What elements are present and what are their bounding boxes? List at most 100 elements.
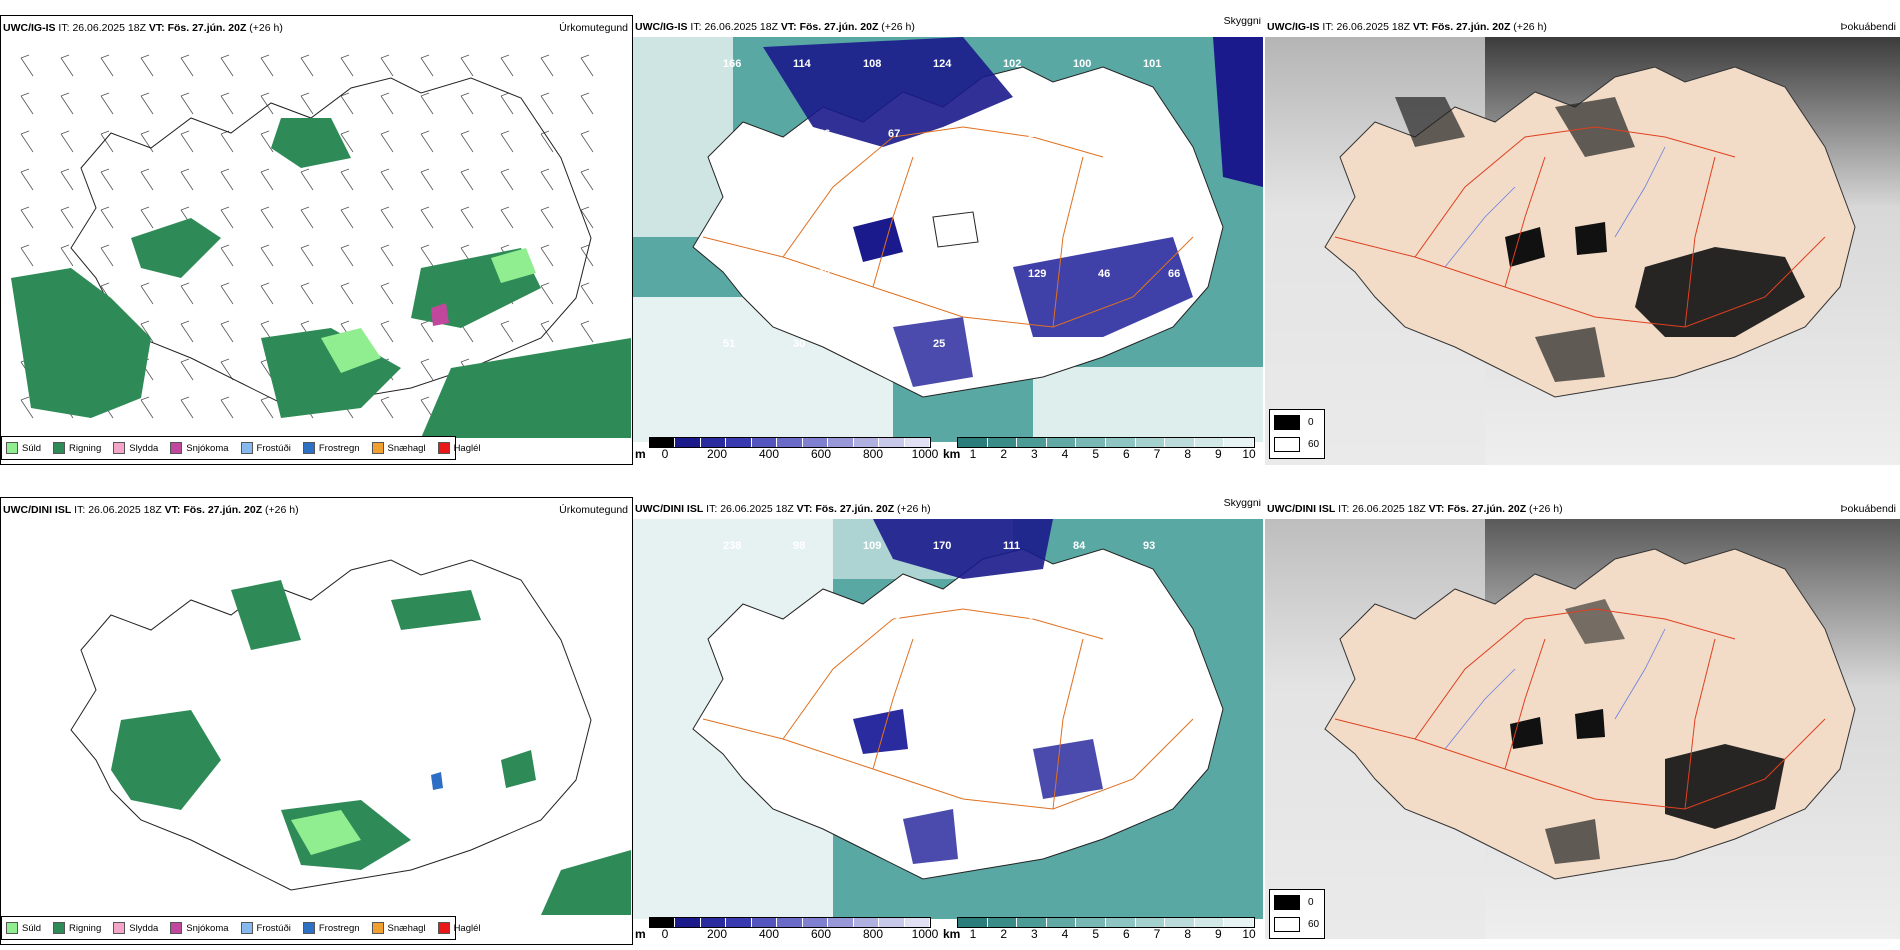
wind-barb: [140, 282, 154, 305]
cloud-base-label: 53: [863, 198, 875, 210]
wind-barb: [180, 54, 194, 77]
wind-barb: [420, 130, 434, 153]
fog-legend-value: 0: [1308, 416, 1314, 428]
legend-swatch: [437, 922, 450, 934]
cloud-base-label: 35: [1003, 198, 1015, 210]
wind-barb: [20, 54, 34, 77]
colorbar-tick: 800: [862, 927, 884, 941]
colorbar-tick: 9: [1214, 447, 1222, 461]
colorbar-strip: [649, 917, 931, 928]
cloud-base-label: 32: [1073, 680, 1085, 692]
wind-barb: [540, 130, 554, 153]
legend-label: Slydda: [129, 922, 159, 934]
colorbar-tick: 2: [1000, 927, 1007, 941]
wind-barb: [260, 282, 274, 305]
wind-barb: [420, 168, 434, 191]
wind-barb: [260, 244, 274, 267]
wind-barb: [180, 168, 194, 191]
cloud-base-label: 101: [1028, 128, 1046, 140]
precip-legend-item: Slydda: [113, 922, 158, 934]
colorbar-tick: 7: [1153, 927, 1161, 941]
cloud-base-label: 46: [1098, 268, 1110, 280]
precip-legend-item: Frostúði: [240, 442, 291, 454]
legend-label: Rigning: [69, 922, 102, 934]
legend-label: Frostúði: [256, 922, 291, 934]
model-name: UWC/DINI ISL: [635, 503, 704, 515]
wind-barb: [500, 168, 514, 191]
iceland-visibility-map: 238 98 109 170 111 84 93 84 96 43 65 66 56 78 52 80 99 39…: [633, 519, 1224, 919]
legend-swatch: [437, 442, 450, 454]
wind-barb: [340, 168, 354, 191]
fog-legend: 0 60: [1269, 889, 1325, 939]
cloud-base-label: 52: [723, 680, 735, 692]
cloud-base-label: 111: [1003, 540, 1020, 552]
wind-barb: [20, 130, 34, 153]
vt-value: Fös. 27.jún. 20Z: [799, 21, 879, 33]
it-value: 26.06.2025 18Z: [88, 504, 162, 516]
wind-barb: [300, 244, 314, 267]
colorbar-tick: 6: [1122, 927, 1130, 941]
fog-legend-item: 60: [1270, 434, 1324, 454]
cloud-base-colorbar: m 0 200 400 600 800 1000: [635, 915, 938, 941]
wind-barb: [380, 244, 394, 267]
colorbar-tick: 4: [1061, 447, 1069, 461]
wind-barb: [180, 282, 194, 305]
wind-barb: [380, 54, 394, 77]
panel-title: Úrkomutegund: [559, 504, 628, 516]
wind-barb: [580, 54, 594, 77]
wind-barb: [60, 54, 74, 77]
colorbar-tick: 4: [1061, 927, 1069, 941]
lead-time: (+26 h): [1529, 503, 1563, 515]
wind-barb: [540, 244, 554, 267]
wind-barb: [100, 206, 114, 229]
cloud-base-label: 52: [818, 268, 830, 280]
colorbar-tick: 1000: [911, 927, 939, 941]
legend-swatch: [113, 442, 126, 454]
colorbar-tick: 5: [1092, 927, 1099, 941]
precip-legend-item: Frostregn: [302, 442, 360, 454]
wind-barb: [300, 92, 314, 115]
wind-barb: [220, 358, 234, 381]
colorbar-unit: m: [635, 447, 646, 461]
colorbar-unit: km: [943, 447, 961, 461]
wind-barb: [180, 92, 194, 115]
fog-legend: 0 60: [1269, 409, 1325, 459]
colorbar-tick: 200: [706, 927, 728, 941]
colorbar-tick: 7: [1153, 447, 1161, 461]
wind-barb: [100, 168, 114, 191]
wind-barb: [140, 320, 154, 343]
panel-title: Skyggni: [1223, 499, 1261, 509]
cloud-base-label: 48: [1073, 198, 1085, 210]
it-label: IT:: [706, 503, 718, 515]
cloud-base-label: 84: [748, 610, 761, 622]
wind-barb: [140, 92, 154, 115]
legend-label: Haglél: [453, 442, 481, 454]
colorbar-tick: 1: [969, 447, 977, 461]
cloud-base-label: 36: [748, 268, 760, 280]
wind-barb: [540, 206, 554, 229]
legend-swatch: [53, 442, 66, 454]
wind-barb: [380, 168, 394, 191]
legend-swatch: [302, 922, 315, 934]
wind-barb: [180, 320, 194, 343]
wind-barb: [540, 168, 554, 191]
wind-barb: [180, 130, 194, 153]
colorbar-tick: 0: [661, 927, 669, 941]
it-value: 26.06.2025 18Z: [72, 22, 146, 34]
colorbar-tick: 200: [706, 447, 728, 461]
legend-label: Rigning: [69, 442, 102, 454]
wind-barb: [100, 244, 114, 267]
wind-barb: [300, 168, 314, 191]
colorbar-tick: 3: [1030, 927, 1038, 941]
wind-barb: [220, 244, 234, 267]
wind-barb: [260, 54, 274, 77]
precip-legend-row: Súld Rigning Slydda Snjókoma Frostúði Frostre…: [1, 914, 632, 942]
wind-barb: [420, 358, 434, 381]
colorbar-tick: 2: [1000, 447, 1007, 461]
precip-legend-item: Frostúði: [240, 922, 291, 934]
colorbar-tick: 1000: [911, 447, 939, 461]
fog-legend-value: 60: [1308, 918, 1320, 930]
wind-barb: [20, 168, 34, 191]
wind-barb: [20, 244, 34, 267]
wind-barb: [100, 130, 114, 153]
